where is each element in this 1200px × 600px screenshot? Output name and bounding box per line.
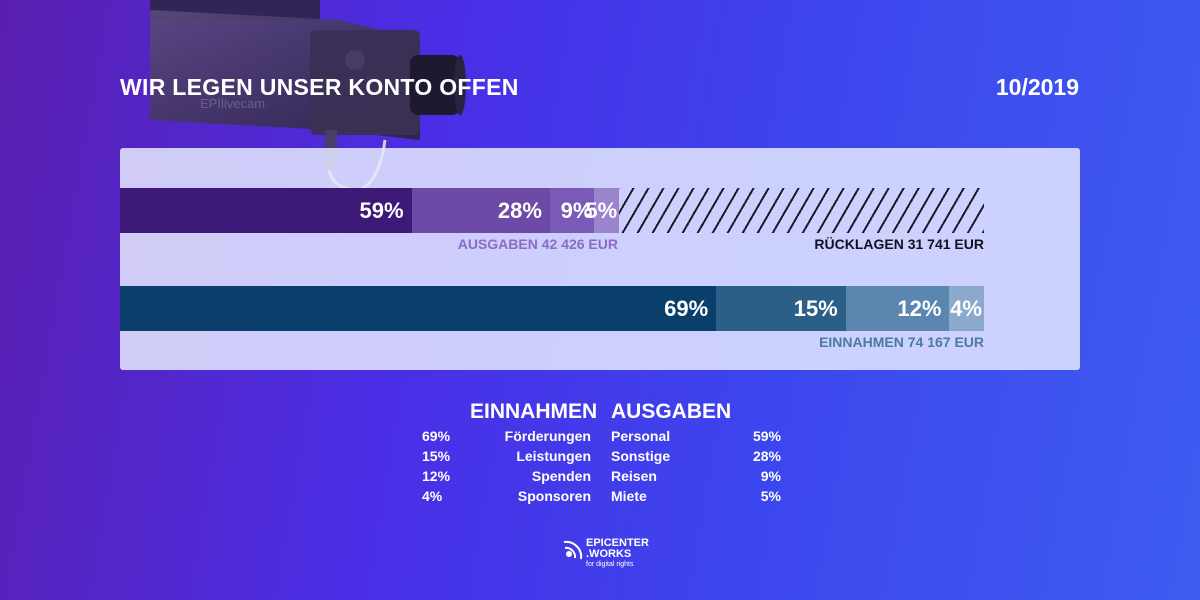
expense-legend-name: Reisen — [611, 468, 657, 484]
expense-legend-title: AUSGABEN — [611, 400, 732, 423]
expenses-segment-5: 5% — [585, 188, 620, 233]
expense-legend-percent: 59% — [752, 428, 781, 444]
income-percent-column: 69% 15% 12% 4% — [422, 426, 482, 506]
expense-legend-name: Sonstige — [611, 448, 671, 464]
income-segment-69: 69% — [120, 286, 717, 331]
legend-table: 69% 15% 12% 4% EINNAHMEN Förderungen Leistun… — [0, 400, 1200, 510]
expenses-segment-59: 59% — [120, 188, 412, 233]
income-legend-percent: 4% — [422, 488, 443, 504]
expenses-segment-28: 28% — [411, 188, 550, 233]
income-legend-title: EINNAHMEN — [470, 400, 598, 423]
logo-line-1: EPICENTER — [586, 537, 649, 549]
income-segment-4: 4% — [949, 286, 984, 331]
expenses-bar: 59% 28% 9% 5% — [120, 188, 984, 233]
income-segment-15: 15% — [716, 286, 846, 331]
expense-legend-percent: 9% — [760, 468, 781, 484]
reserves-label: RÜCKLAGEN 31 741 EUR — [814, 236, 984, 252]
chart-panel: 59% 28% 9% 5% AUSGABEN 42 426 EUR RÜCKLAGEN… — [120, 148, 1080, 370]
income-name-column: EINNAHMEN Förderungen Leistungen Spenden Sp… — [470, 400, 598, 506]
expenses-segment-9: 9% — [549, 188, 595, 233]
income-legend-percent: 69% — [422, 428, 451, 444]
expense-legend-percent: 5% — [760, 488, 781, 504]
expense-legend-percent: 28% — [752, 448, 781, 464]
signal-icon — [563, 540, 583, 560]
income-total-label: EINNAHMEN 74 167 EUR — [819, 334, 984, 350]
page-title: WIR LEGEN UNSER KONTO OFFEN — [120, 74, 519, 100]
logo-wordmark: EPICENTER .WORKS — [586, 538, 649, 560]
reserves-segment — [619, 188, 984, 233]
expense-legend-name: Personal — [611, 428, 671, 444]
epicenter-works-logo: EPICENTER .WORKS for digital rights — [563, 538, 653, 572]
income-bar: 69% 15% 12% 4% — [120, 286, 984, 331]
logo-tagline: for digital rights — [586, 561, 634, 568]
income-segment-12: 12% — [845, 286, 950, 331]
expense-percent-column: 59% 28% 9% 5% — [700, 426, 781, 506]
income-legend-name: Förderungen — [504, 428, 591, 444]
income-legend-name: Sponsoren — [517, 488, 591, 504]
camera-watermark: EPIlivecam — [200, 96, 265, 111]
expense-legend-name: Miete — [611, 488, 647, 504]
income-legend-name: Spenden — [531, 468, 591, 484]
income-legend-percent: 12% — [422, 468, 451, 484]
income-legend-percent: 15% — [422, 448, 451, 464]
logo-line-2: .WORKS — [586, 548, 632, 560]
expenses-total-label: AUSGABEN 42 426 EUR — [457, 236, 618, 252]
income-legend-name: Leistungen — [516, 448, 591, 464]
expense-name-column: AUSGABEN Personal Sonstige Reisen Miete — [611, 400, 731, 506]
report-date: 10/2019 — [995, 74, 1079, 100]
